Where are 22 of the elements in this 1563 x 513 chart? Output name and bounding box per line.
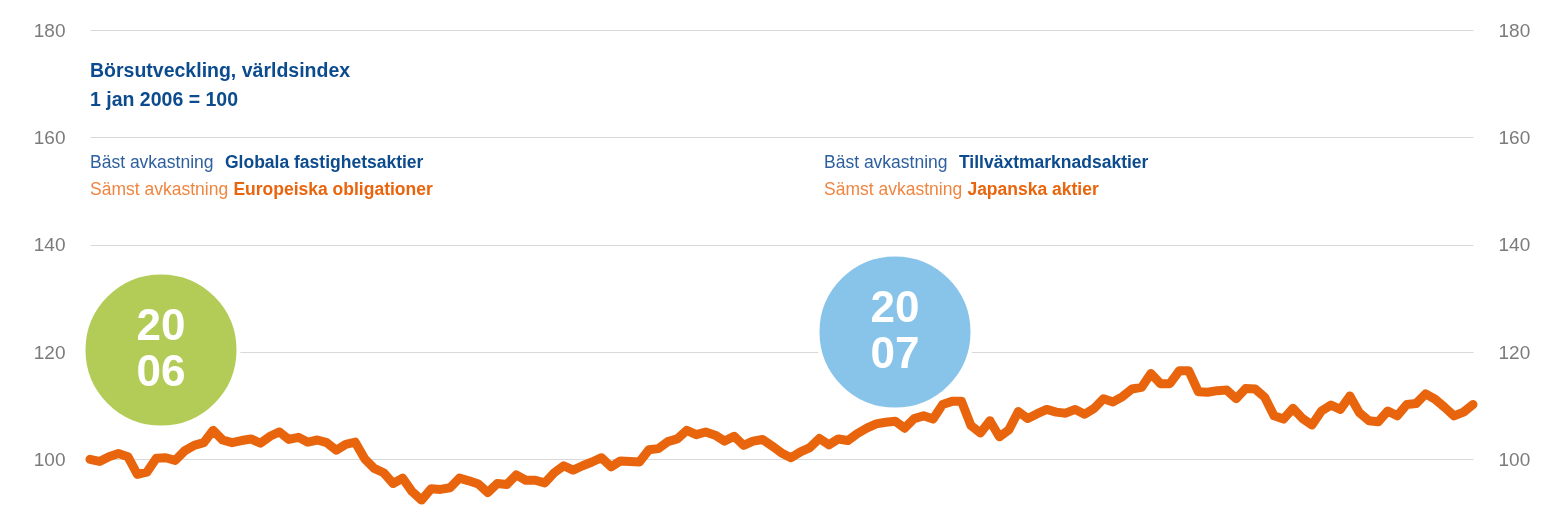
y2-tick-label: 180: [1498, 19, 1531, 41]
annotation: Tillväxtmarknadsaktier: [959, 152, 1149, 172]
y-tick-label: 140: [33, 234, 66, 256]
annotation: Japanska aktier: [967, 179, 1099, 199]
text: Börsutveckling, världsindex: [90, 59, 351, 81]
y2-tick-label: 140: [1498, 234, 1531, 256]
y-tick-label: 180: [33, 19, 66, 41]
annotation: 20 06: [136, 300, 186, 395]
y2-tick-label: 100: [1498, 448, 1531, 470]
annotation: Bäst avkastning: [824, 152, 948, 172]
annotation: Globala fastighetsaktier: [225, 152, 424, 172]
annotation: Sämst avkastning: [824, 179, 963, 199]
y2-tick-label: 160: [1498, 126, 1531, 148]
text: 1 jan 2006 = 100: [90, 88, 239, 110]
y-tick-label: 100: [33, 448, 66, 470]
annotation: Sämst avkastning: [90, 179, 229, 199]
annotation: Bäst avkastning: [90, 152, 214, 172]
y-tick-label: 120: [33, 341, 66, 363]
y2-tick-label: 120: [1498, 341, 1531, 363]
annotation: 20 07: [870, 282, 920, 377]
y-tick-label: 160: [33, 126, 66, 148]
annotation: Europeiska obligationer: [233, 179, 433, 199]
